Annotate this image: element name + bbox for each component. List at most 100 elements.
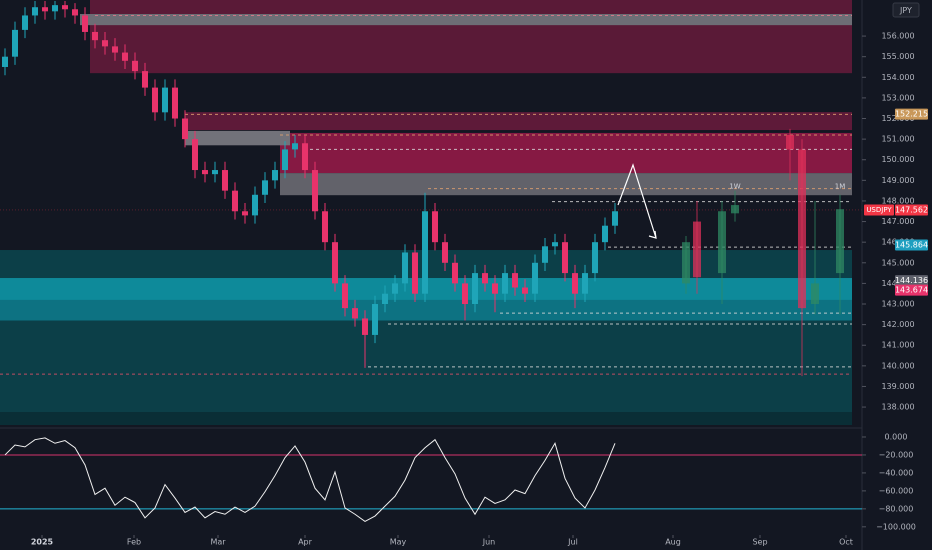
candle-body: [42, 7, 48, 12]
candle-body: [152, 87, 158, 113]
zone: [0, 412, 852, 425]
y-tick-label: 155.000: [881, 52, 914, 61]
zone: [185, 112, 852, 131]
rsi-tick-label: −60.000: [879, 486, 914, 495]
y-tick-label: 154.000: [881, 73, 914, 82]
candle-body: [362, 318, 368, 335]
candle-body: [162, 87, 168, 113]
candle-body: [492, 283, 498, 294]
zone: [185, 130, 290, 146]
candle-body: [102, 40, 108, 47]
y-tick-label: 156.000: [881, 32, 914, 41]
zone: [280, 132, 852, 174]
candle-body: [522, 287, 528, 294]
candle-body: [272, 170, 278, 181]
candle-body: [192, 139, 198, 171]
candle-body: [472, 273, 478, 305]
y-tick-label: 145.000: [881, 258, 914, 267]
zone: [80, 14, 852, 26]
candle-body: [22, 15, 28, 30]
candle-body: [682, 242, 690, 284]
y-tick-label: 153.000: [881, 93, 914, 102]
candle-body: [262, 180, 268, 195]
rsi-tick-label: −40.000: [879, 468, 914, 477]
candle-body: [402, 252, 408, 284]
candle-body: [52, 5, 58, 12]
price-label: 152.215: [895, 110, 928, 119]
candle-body: [222, 170, 228, 191]
rsi-tick-label: −20.000: [879, 450, 914, 459]
x-tick-label: Jun: [482, 538, 496, 547]
candle-body: [292, 143, 298, 150]
candle-body: [252, 194, 258, 216]
candle-body: [302, 143, 308, 171]
candle-body: [786, 135, 794, 150]
price-label: 145.864: [895, 240, 928, 249]
price-label-box: [895, 204, 928, 216]
zones: [0, 0, 852, 425]
x-tick-label: Feb: [127, 538, 141, 547]
candle-body: [242, 211, 248, 216]
candle-body: [2, 56, 8, 67]
y-tick-label: 147.000: [881, 217, 914, 226]
candle-body: [142, 71, 148, 88]
candle-body: [282, 149, 288, 171]
candle-body: [232, 190, 238, 212]
candle-body: [202, 170, 208, 175]
candle-body: [112, 46, 118, 53]
candle-body: [693, 221, 701, 278]
symbol: USDJPY: [866, 206, 892, 214]
candle-body: [502, 273, 508, 294]
price-label-box: [895, 284, 928, 296]
candle-body: [836, 209, 844, 274]
candle-body: [72, 9, 78, 16]
y-tick-label: 138.000: [881, 403, 914, 412]
y-tick-label: 139.000: [881, 382, 914, 391]
candle-body: [442, 242, 448, 263]
candle-body: [462, 283, 468, 305]
y-tick-label: 141.000: [881, 341, 914, 350]
currency-box: [892, 2, 920, 18]
price-label-box: [895, 275, 928, 287]
candle-body: [322, 211, 328, 243]
candle-body: [798, 149, 806, 309]
candle-body: [212, 170, 218, 175]
axes: 138.000 139.000 140.000 141.000 142.000 143.0…: [31, 32, 928, 547]
price-label-box: [895, 108, 928, 120]
currency: JPY: [899, 6, 912, 15]
zone: [280, 173, 852, 196]
zone: [90, 0, 852, 74]
rsi-tick-label: 0.000: [885, 432, 908, 441]
candle-body: [552, 242, 558, 247]
x-tick-label: Apr: [298, 538, 313, 547]
rsi-panel: 0.000 −20.000 −40.000 −60.000 −80.000 −100.00…: [0, 432, 916, 531]
rsi-line: [4, 437, 616, 523]
candle-body: [182, 118, 188, 140]
y-tick-label: 143.000: [881, 300, 914, 309]
price-label: 144.136: [895, 276, 928, 285]
x-tick-label: Mar: [210, 538, 226, 547]
x-tick-label: May: [390, 538, 407, 547]
x-tick-label: Jul: [567, 538, 578, 547]
rsi-tick-label: −80.000: [879, 504, 914, 513]
arrow-head: [648, 230, 657, 239]
x-tick-label: Oct: [839, 538, 853, 547]
candle-body: [452, 262, 458, 284]
price-label: 143.674: [895, 286, 928, 295]
y-tick-label: 140.000: [881, 361, 914, 370]
candle-body: [572, 273, 578, 294]
candle-body: [172, 87, 178, 119]
candle-body: [82, 15, 88, 32]
candle-body: [731, 205, 739, 214]
y-tick-label: 150.000: [881, 155, 914, 164]
candle-body: [412, 252, 418, 294]
candle-body: [92, 31, 98, 41]
candle-body: [562, 242, 568, 274]
candle-body: [811, 283, 819, 305]
annotation: 1M: [835, 183, 846, 191]
candle-body: [122, 52, 128, 61]
candles: 1W 1M: [2, 1, 846, 377]
y-tick-label: 142.000: [881, 320, 914, 329]
candle-body: [512, 273, 518, 288]
